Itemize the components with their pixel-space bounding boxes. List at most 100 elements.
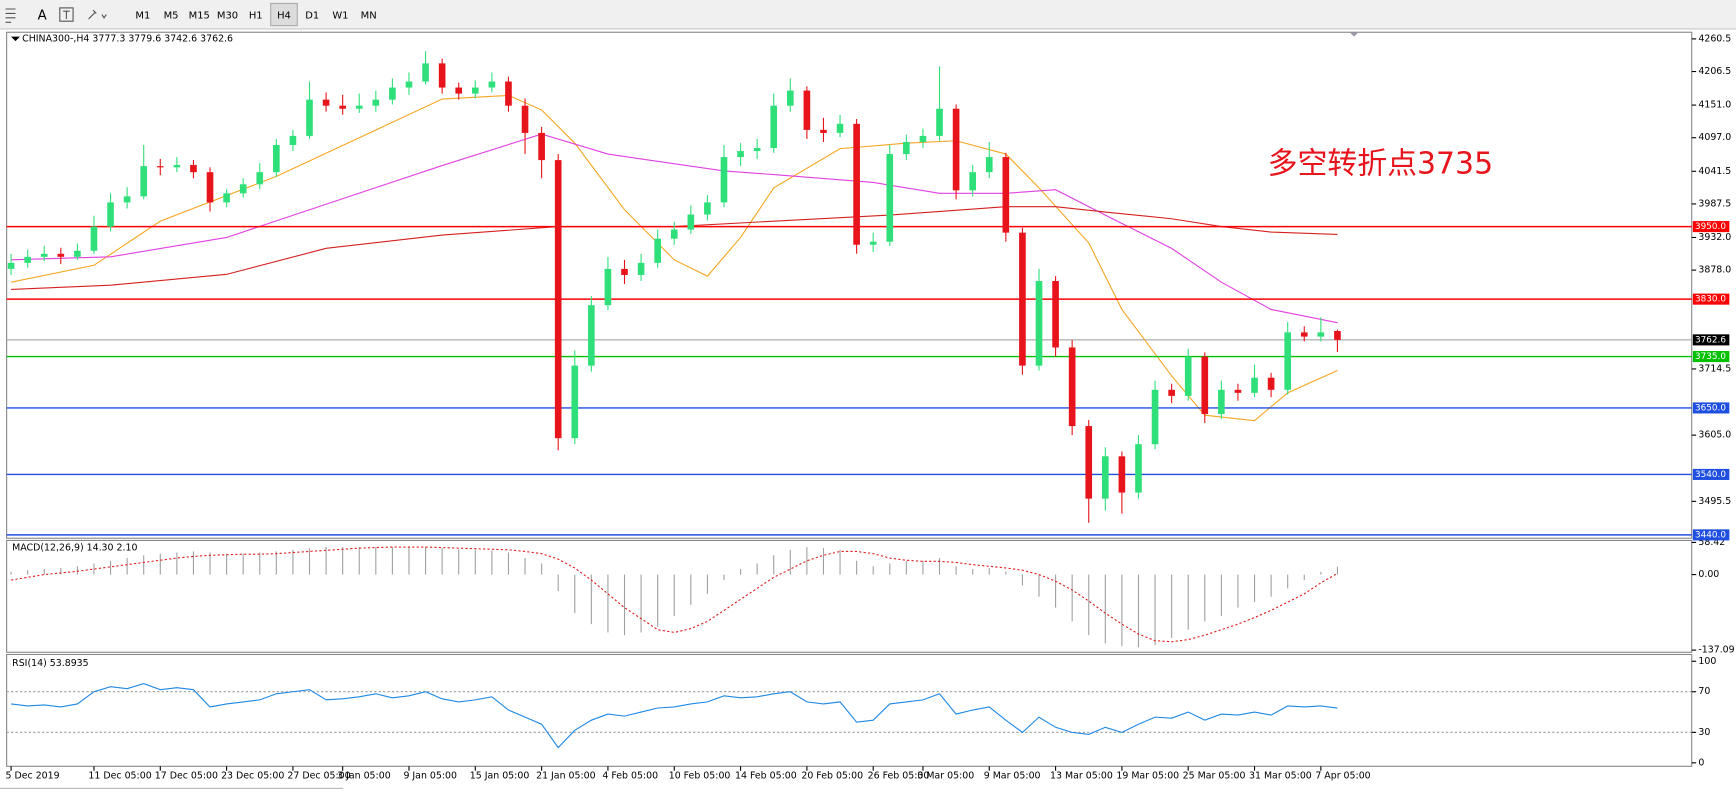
candle-body xyxy=(24,256,31,263)
candle-body xyxy=(57,253,65,257)
timeframe-button[interactable]: MN xyxy=(361,11,377,22)
candle-body xyxy=(372,99,380,106)
x-tick-label: 21 Jan 05:00 xyxy=(536,771,596,782)
candle-body xyxy=(919,135,927,142)
candle-body xyxy=(554,160,562,439)
y-tick-label: 3987.5 xyxy=(1698,198,1731,209)
candle-body xyxy=(687,214,695,230)
candle-body xyxy=(1334,330,1341,340)
candle-body xyxy=(1068,347,1076,427)
candle-body xyxy=(654,238,661,263)
candle-body xyxy=(571,365,579,439)
candle-body xyxy=(190,164,197,173)
level-tag xyxy=(1692,293,1730,305)
chart-title: CHINA300-,H4 3777.3 3779.6 3742.6 3762.6 xyxy=(22,33,233,44)
crosshair-tool[interactable] xyxy=(5,8,16,23)
timeframe-button[interactable]: H1 xyxy=(249,11,263,22)
candle-body xyxy=(7,262,15,269)
x-tick-label: 31 Mar 05:00 xyxy=(1249,771,1312,782)
level-tag xyxy=(1692,402,1730,414)
timeframe-button[interactable]: M15 xyxy=(189,11,210,22)
candle-body xyxy=(538,132,545,161)
candle-body xyxy=(40,253,48,257)
candle-body xyxy=(223,193,230,203)
candle-body xyxy=(90,226,98,251)
candle-body xyxy=(836,123,844,133)
current-price-label: 3762.6 xyxy=(1695,335,1726,345)
y-tick-label: 4041.5 xyxy=(1698,166,1731,177)
timeframe-button[interactable]: D1 xyxy=(305,11,319,22)
candle-body xyxy=(256,172,264,185)
candle-body xyxy=(1300,332,1308,337)
level-label: 3650.0 xyxy=(1695,403,1726,413)
timeframe-button[interactable]: M1 xyxy=(135,11,150,22)
x-tick-label: 19 Mar 05:00 xyxy=(1116,771,1179,782)
label-tool[interactable] xyxy=(59,7,74,22)
y-tick-label: 4260.5 xyxy=(1698,33,1731,44)
candle-body xyxy=(405,81,413,88)
candle-body xyxy=(273,144,280,173)
candle-body xyxy=(206,172,214,203)
x-tick-label: 13 Mar 05:00 xyxy=(1050,771,1113,782)
timeframe-button[interactable]: H4 xyxy=(277,11,291,22)
candle-body xyxy=(1052,281,1059,348)
candle-body xyxy=(886,154,894,242)
x-tick-label: 9 Jan 05:00 xyxy=(403,771,457,782)
text-tool[interactable]: A xyxy=(38,9,47,24)
moving-average xyxy=(11,133,1338,324)
x-tick-label: 11 Dec 05:00 xyxy=(88,771,151,782)
x-tick-label: 14 Feb 05:00 xyxy=(735,771,797,782)
candle-body xyxy=(521,105,529,133)
y-tick-label: -137.09 xyxy=(1698,645,1734,656)
y-tick-label: 58.42 xyxy=(1698,537,1725,548)
candle-body xyxy=(952,108,960,191)
arrow-tool[interactable] xyxy=(88,9,107,20)
level-tag xyxy=(1692,529,1730,541)
candle-body xyxy=(74,250,81,257)
x-tick-label: 26 Feb 05:00 xyxy=(868,771,930,782)
candle-body xyxy=(505,81,512,106)
candle-body xyxy=(239,184,247,194)
y-tick-label: 3932.0 xyxy=(1698,232,1731,243)
level-tag xyxy=(1692,221,1730,233)
timeframe-button[interactable]: M30 xyxy=(217,11,238,22)
rsi-title: RSI(14) 53.8935 xyxy=(12,658,88,669)
candle-body xyxy=(140,166,148,197)
x-tick-label: 15 Jan 05:00 xyxy=(470,771,530,782)
y-tick-label: 3605.0 xyxy=(1698,430,1731,441)
candle-body xyxy=(156,166,164,168)
macd-title: MACD(12,26,9) 14.30 2.10 xyxy=(12,543,137,554)
main-pane xyxy=(6,31,1693,539)
candle-body xyxy=(1284,332,1292,390)
current-price-tag xyxy=(1692,334,1730,346)
x-tick-label: 23 Dec 05:00 xyxy=(221,771,284,782)
x-tick-label: 10 Feb 05:00 xyxy=(669,771,731,782)
y-tick-label: 4097.0 xyxy=(1698,132,1731,143)
timeframe-button[interactable]: W1 xyxy=(332,11,348,22)
symbol-menu[interactable] xyxy=(11,36,20,42)
y-tick-label: 30 xyxy=(1698,727,1710,738)
y-tick-label: 4151.0 xyxy=(1698,100,1731,111)
candle-body xyxy=(455,87,463,94)
candle-body xyxy=(1251,377,1258,393)
candle-body xyxy=(1135,444,1142,493)
candle-body xyxy=(803,90,811,130)
candle-body xyxy=(969,172,977,191)
candle-body xyxy=(1218,389,1225,414)
candle-body xyxy=(853,123,860,245)
candle-body xyxy=(422,63,429,82)
rsi-pane xyxy=(6,653,1693,767)
timeframe-button[interactable]: M5 xyxy=(164,11,179,22)
y-tick-label: 0 xyxy=(1698,757,1704,768)
candle-body xyxy=(1101,456,1109,499)
candle-body xyxy=(770,105,778,149)
candle-body xyxy=(1317,332,1325,337)
candle-body xyxy=(1118,456,1126,493)
candle-body xyxy=(1019,232,1026,366)
x-tick-label: 25 Mar 05:00 xyxy=(1183,771,1246,782)
x-tick-label: 3 Jan 05:00 xyxy=(337,771,391,782)
candle-body xyxy=(1151,389,1159,445)
candle-body xyxy=(753,148,761,152)
x-tick-label: 4 Feb 05:00 xyxy=(602,771,658,782)
